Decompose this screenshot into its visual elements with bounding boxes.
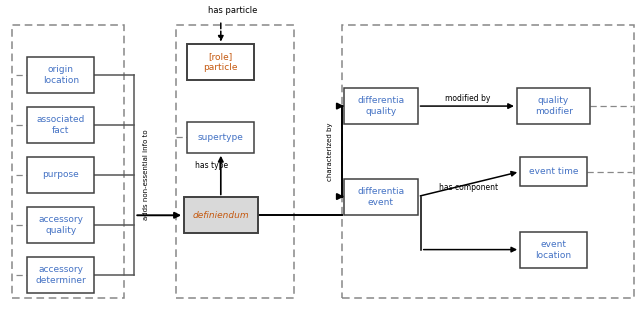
FancyBboxPatch shape — [187, 122, 254, 153]
Text: associated
fact: associated fact — [36, 115, 85, 135]
FancyBboxPatch shape — [28, 207, 95, 243]
FancyArrowPatch shape — [219, 158, 223, 195]
FancyArrowPatch shape — [424, 247, 515, 252]
Text: quality
modifier: quality modifier — [534, 96, 573, 116]
FancyBboxPatch shape — [344, 88, 417, 124]
Text: event time: event time — [529, 167, 579, 176]
Text: differentia
quality: differentia quality — [357, 96, 404, 116]
FancyBboxPatch shape — [28, 157, 95, 193]
FancyArrowPatch shape — [219, 23, 223, 40]
Text: origin
location: origin location — [43, 65, 79, 85]
FancyBboxPatch shape — [344, 178, 417, 215]
Text: differentia
event: differentia event — [357, 187, 404, 207]
FancyArrowPatch shape — [337, 194, 342, 199]
FancyArrowPatch shape — [337, 104, 342, 109]
Text: has particle: has particle — [207, 7, 257, 15]
FancyBboxPatch shape — [28, 256, 95, 293]
Text: has type: has type — [195, 161, 228, 170]
FancyArrowPatch shape — [420, 104, 512, 108]
FancyBboxPatch shape — [520, 157, 588, 186]
Text: adds non-essential info to: adds non-essential info to — [143, 129, 149, 220]
FancyBboxPatch shape — [28, 107, 95, 143]
Text: accessory
determiner: accessory determiner — [35, 265, 86, 285]
Text: [role]
particle: [role] particle — [204, 52, 238, 72]
Text: accessory
quality: accessory quality — [38, 215, 83, 235]
FancyArrowPatch shape — [137, 213, 179, 218]
Text: event
location: event location — [536, 240, 572, 260]
Text: modified by: modified by — [445, 94, 490, 103]
FancyBboxPatch shape — [520, 232, 588, 267]
Text: characterized by: characterized by — [327, 122, 333, 181]
Text: supertype: supertype — [198, 133, 244, 142]
FancyBboxPatch shape — [187, 44, 254, 80]
Text: purpose: purpose — [42, 170, 79, 179]
Text: definiendum: definiendum — [193, 211, 249, 220]
FancyBboxPatch shape — [184, 197, 257, 233]
FancyBboxPatch shape — [28, 57, 95, 93]
Text: has component: has component — [439, 183, 499, 192]
FancyBboxPatch shape — [517, 88, 590, 124]
FancyArrowPatch shape — [420, 172, 516, 196]
